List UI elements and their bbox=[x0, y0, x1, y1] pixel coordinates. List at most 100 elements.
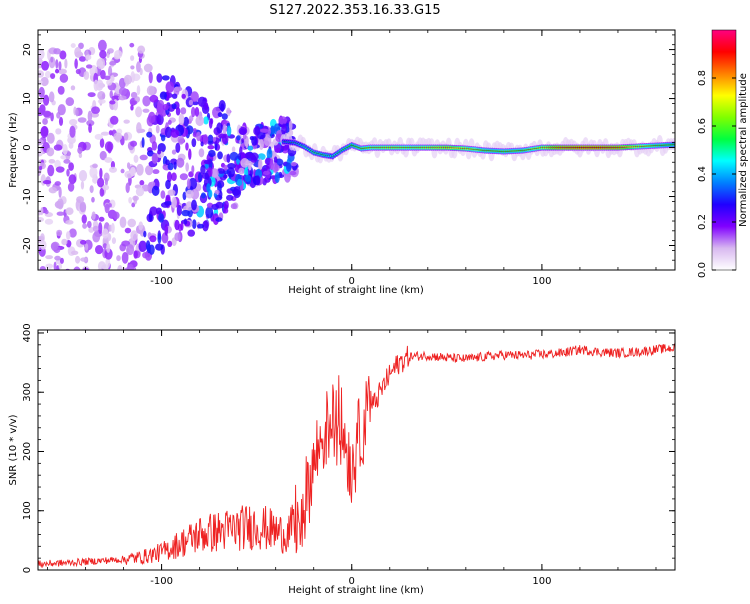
spectrogram-cell bbox=[106, 53, 110, 59]
spectrogram-cell bbox=[129, 42, 135, 48]
spectrogram-cell bbox=[97, 90, 106, 100]
spectrogram-cell bbox=[89, 166, 98, 179]
spectrogram-cell bbox=[236, 135, 241, 141]
spectrogram-cell bbox=[248, 162, 252, 171]
x-tick-label: -100 bbox=[150, 276, 173, 287]
spectrogram-cell bbox=[98, 216, 105, 222]
spectrogram-cell bbox=[236, 178, 243, 187]
spectrogram-cell bbox=[155, 207, 163, 215]
spectrogram-cell bbox=[124, 227, 132, 234]
spectrogram-cell bbox=[136, 85, 141, 96]
spectrogram-cell bbox=[92, 225, 99, 232]
spectrogram-x-label: Height of straight line (km) bbox=[288, 285, 424, 296]
spectrogram-cell bbox=[145, 165, 154, 176]
spectrogram-cell bbox=[121, 240, 131, 247]
spectrogram-cell bbox=[212, 136, 217, 142]
spectrogram-cell bbox=[191, 101, 199, 106]
spectrogram-cell bbox=[113, 132, 123, 141]
spectrogram-cell bbox=[130, 65, 135, 70]
spectrogram-cell bbox=[38, 70, 45, 78]
spectrogram-cell bbox=[164, 223, 169, 236]
spectrogram-cell bbox=[190, 91, 199, 103]
spectrogram-cell bbox=[73, 266, 81, 270]
spectrogram-cell bbox=[56, 211, 65, 216]
spectrogram-cell bbox=[207, 134, 214, 144]
spectrogram-cell bbox=[97, 268, 103, 270]
spectrogram-cell bbox=[249, 136, 255, 141]
spectrogram-cell bbox=[88, 226, 95, 233]
spectrogram-cell bbox=[194, 106, 200, 117]
y-tick-label: -20 bbox=[22, 237, 33, 253]
spectrogram-cell bbox=[130, 140, 138, 147]
spectrogram-cell bbox=[131, 202, 136, 208]
spectrogram-cell bbox=[109, 61, 117, 66]
spectrogram-cell bbox=[130, 104, 134, 111]
spectrogram-cell bbox=[239, 146, 243, 156]
spectrogram-cell bbox=[204, 163, 209, 169]
spectrogram-cell bbox=[195, 115, 205, 127]
spectrogram-cell bbox=[242, 133, 247, 140]
spectrogram-cell bbox=[187, 229, 196, 237]
colorbar-tick-label: 0.8 bbox=[697, 70, 708, 86]
spectrogram-cell bbox=[99, 187, 105, 197]
spectrogram-cell bbox=[160, 202, 170, 208]
spectrogram-cell bbox=[157, 233, 162, 244]
spectrogram-cell bbox=[207, 144, 215, 150]
spectrogram-cell bbox=[82, 223, 88, 229]
spectrogram-cell bbox=[135, 186, 145, 197]
spectrogram-cell bbox=[226, 107, 231, 117]
spectrogram-cell bbox=[285, 162, 292, 172]
spectrogram-cell bbox=[205, 206, 214, 219]
spectrogram-cell bbox=[171, 93, 178, 99]
spectrogram-cell bbox=[117, 274, 126, 284]
spectrogram-cell bbox=[67, 182, 75, 192]
spectrogram-cell bbox=[76, 196, 85, 204]
spectrogram-cell bbox=[111, 237, 117, 245]
spectrogram-cell bbox=[149, 235, 157, 243]
spectrogram-cell bbox=[97, 177, 105, 188]
spectrogram-cell bbox=[110, 222, 115, 234]
spectrogram-cell bbox=[177, 135, 185, 145]
spectrogram-cell bbox=[171, 149, 177, 155]
spectrogram-cell bbox=[46, 132, 55, 144]
snr-frame bbox=[37, 329, 676, 571]
spectrogram-cell bbox=[112, 211, 120, 220]
spectrogram-cell bbox=[227, 163, 236, 169]
spectrogram-ridge-line bbox=[283, 141, 675, 157]
spectrogram-cell bbox=[97, 99, 106, 104]
spectrogram-cell bbox=[183, 218, 188, 225]
spectrogram-cell bbox=[53, 261, 57, 270]
spectrogram-cell bbox=[146, 85, 155, 96]
spectrogram-cell bbox=[65, 97, 75, 107]
spectrogram-cell bbox=[117, 264, 123, 270]
spectrogram-cell bbox=[185, 162, 189, 172]
spectrogram-cell bbox=[106, 243, 111, 253]
spectrogram-cells bbox=[38, 39, 675, 284]
spectrogram-cell bbox=[109, 90, 113, 99]
spectrogram-cell bbox=[39, 265, 47, 270]
spectrogram-cell bbox=[75, 68, 81, 75]
spectrogram-cell bbox=[192, 128, 197, 133]
spectrogram-cell bbox=[87, 92, 96, 98]
y-tick-label: 100 bbox=[22, 501, 33, 520]
spectrogram-cell bbox=[181, 209, 190, 217]
spectrogram-cell bbox=[138, 272, 142, 277]
spectrogram-cell bbox=[230, 203, 238, 210]
spectrogram-cell bbox=[58, 186, 62, 199]
x-tick-label: -100 bbox=[150, 576, 173, 587]
spectrogram-cell bbox=[221, 113, 228, 120]
spectrogram-cell bbox=[215, 217, 223, 222]
spectrogram-cell bbox=[68, 228, 77, 238]
spectrogram-cell bbox=[57, 104, 66, 116]
spectrogram-cell bbox=[165, 179, 171, 190]
spectrogram-cell bbox=[191, 165, 195, 174]
spectrogram-cell bbox=[180, 221, 184, 231]
spectrogram-cell bbox=[186, 178, 191, 190]
spectrogram-cell bbox=[85, 54, 92, 60]
spectrogram-cell bbox=[167, 240, 173, 248]
spectrogram-cell bbox=[69, 125, 76, 138]
spectrogram-cell bbox=[104, 203, 110, 214]
spectrogram-cell bbox=[127, 218, 137, 228]
spectrogram-cell bbox=[42, 94, 50, 106]
